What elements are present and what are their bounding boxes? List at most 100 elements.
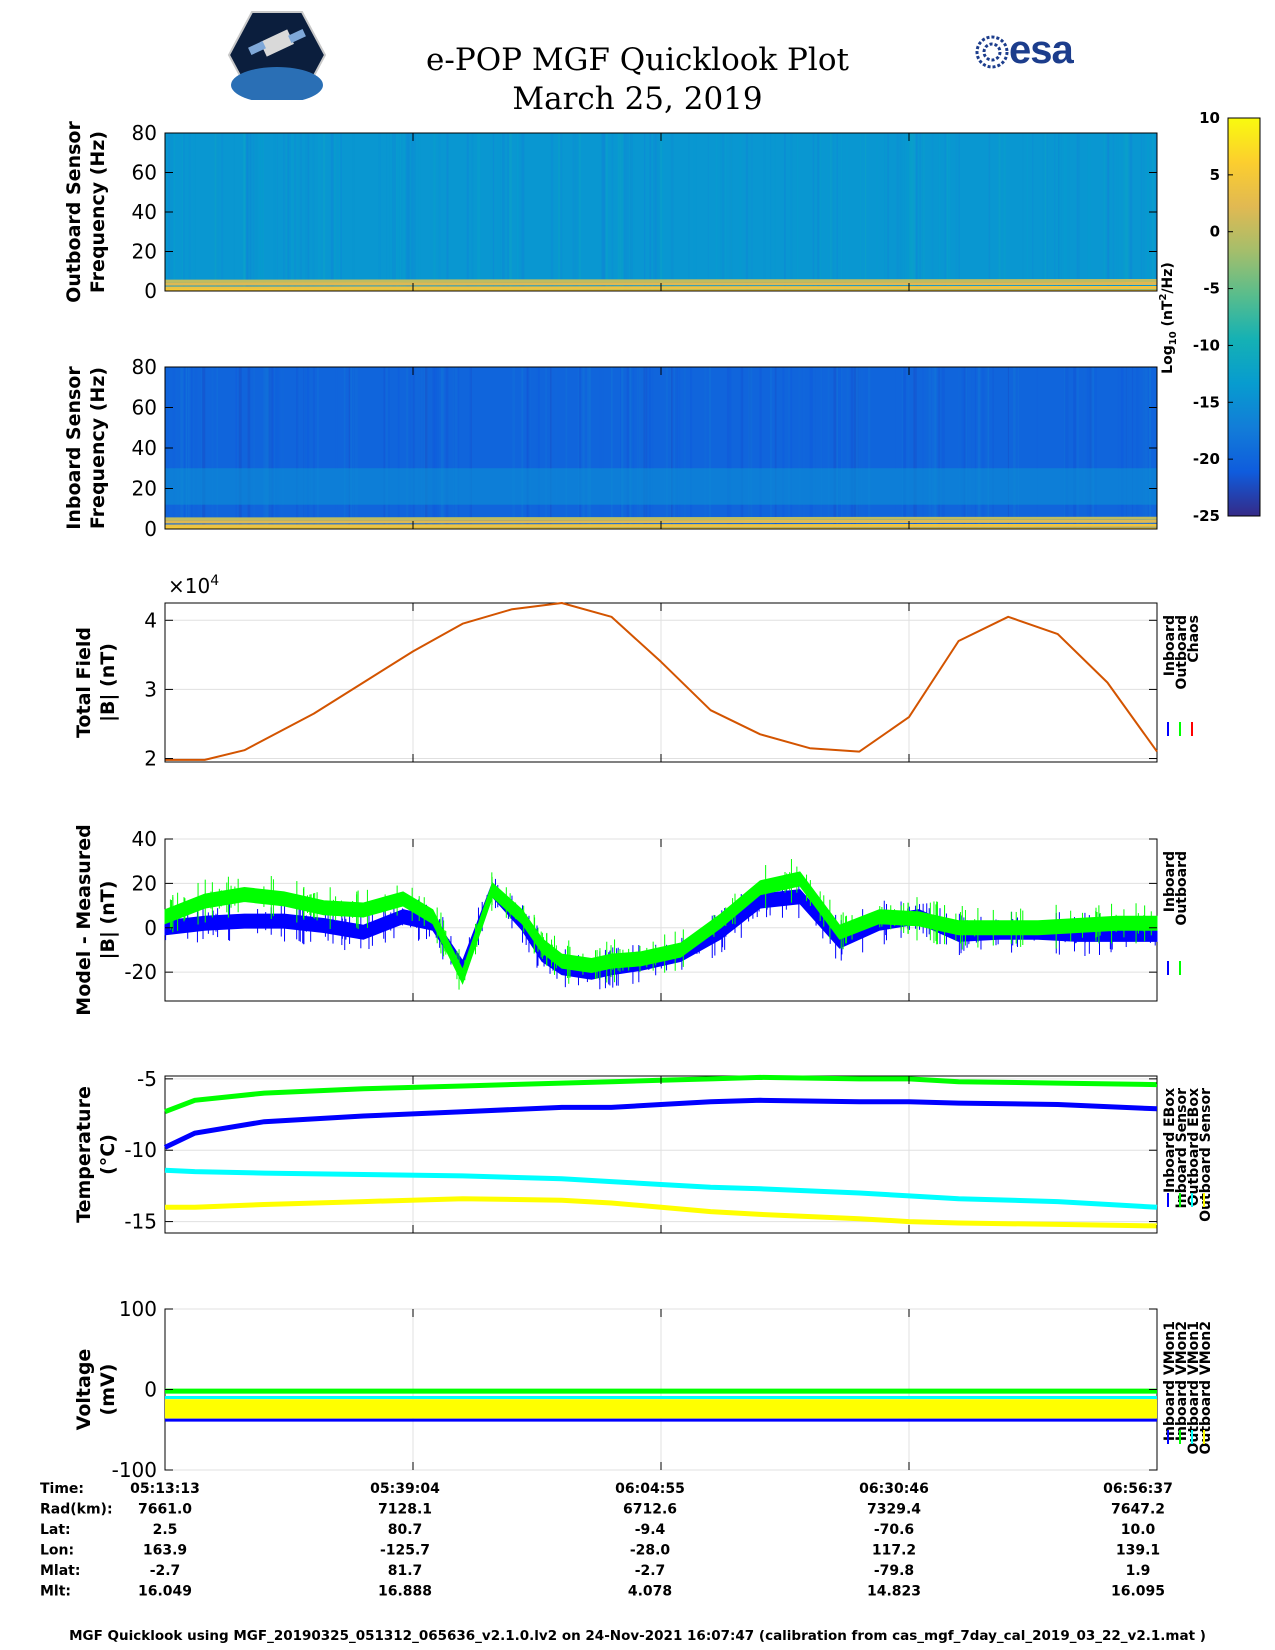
ephemeris-value: 7128.1 bbox=[378, 1502, 432, 1518]
y-tick-label: 60 bbox=[132, 161, 157, 185]
spectrogram-striation bbox=[649, 133, 652, 291]
spectrogram-striation bbox=[253, 367, 255, 529]
spectrogram-striation bbox=[536, 367, 538, 529]
spectrogram-striation bbox=[896, 133, 900, 291]
spectrogram-striation bbox=[1112, 133, 1115, 291]
spectrogram-striation bbox=[601, 133, 605, 291]
spectrogram-striation bbox=[865, 367, 868, 529]
ephemeris-value: 05:39:04 bbox=[370, 1481, 440, 1497]
y-axis-label: Voltage bbox=[73, 1349, 95, 1431]
ephemeris-row-label: Lat: bbox=[40, 1522, 71, 1538]
spectrogram-striation bbox=[938, 367, 940, 529]
spectrogram-striation bbox=[526, 367, 530, 529]
spectrogram-striation bbox=[931, 133, 934, 291]
cassiope-logo bbox=[227, 10, 327, 103]
spectrogram-striation bbox=[988, 133, 991, 291]
spectrogram-striation bbox=[1063, 133, 1067, 291]
spectrogram-striation bbox=[550, 367, 552, 529]
spectrogram-striation bbox=[855, 367, 859, 529]
spectrogram-striation bbox=[833, 367, 837, 529]
panel-voltage: 100 0 -100 Voltage (mV) Inboard VMon1Inboard … bbox=[73, 1297, 1214, 1482]
spectrogram-striation bbox=[726, 367, 730, 529]
spectrogram-striation bbox=[963, 367, 966, 529]
spectrogram-striation bbox=[1087, 133, 1091, 291]
spectrogram-striation bbox=[846, 367, 849, 529]
spectrogram-striation bbox=[670, 367, 673, 529]
y-axis-label: |B| (nT) bbox=[97, 881, 119, 960]
spectrogram-striation bbox=[624, 133, 627, 291]
y-tick-label: 20 bbox=[132, 477, 157, 501]
spectrogram-striation bbox=[987, 367, 990, 529]
spectrogram-striation bbox=[558, 133, 561, 291]
spectrogram-striation bbox=[974, 367, 977, 529]
spectrogram-striation bbox=[599, 367, 602, 529]
spectrogram-striation bbox=[1021, 133, 1024, 291]
spectrogram-striation bbox=[246, 133, 249, 291]
ephemeris-row-label: Mlat: bbox=[40, 1563, 80, 1579]
y-tick-label: 100 bbox=[119, 1297, 157, 1321]
y-tick-label: 40 bbox=[132, 827, 157, 851]
spectrogram-striation bbox=[331, 133, 334, 291]
spectrogram-striation bbox=[399, 133, 402, 291]
y-tick-label: 20 bbox=[132, 871, 157, 895]
spectrogram-striation bbox=[910, 133, 914, 291]
spectrogram-striation bbox=[249, 133, 252, 291]
spectrogram-striation bbox=[276, 367, 279, 529]
spectrogram-striation bbox=[836, 367, 838, 529]
ephemeris-value: 7329.4 bbox=[867, 1502, 921, 1518]
spectrogram-striation bbox=[1086, 367, 1090, 529]
series-line-outboard-ebox bbox=[164, 1167, 1158, 1210]
spectrogram-striation bbox=[724, 133, 727, 291]
spectrogram-striation bbox=[348, 367, 351, 529]
colorbar-gradient bbox=[1227, 117, 1261, 517]
spectrogram-striation bbox=[183, 133, 185, 291]
legend-label: Inboard VMon1 bbox=[1162, 1321, 1178, 1441]
spectrogram-striation bbox=[903, 367, 906, 529]
spectrogram-striation bbox=[631, 367, 635, 529]
spectrogram-striation bbox=[507, 133, 510, 291]
spectrogram-striation bbox=[915, 367, 917, 529]
spectrogram-striation bbox=[262, 133, 264, 291]
ephemeris-value: 81.7 bbox=[388, 1563, 423, 1579]
spectrogram-striation bbox=[405, 133, 407, 291]
spectrogram-striation bbox=[194, 367, 198, 529]
spectrogram-striation bbox=[750, 133, 753, 291]
spectrogram-striation bbox=[1013, 367, 1016, 529]
spectrogram-striation bbox=[770, 133, 772, 291]
plot-title: e-POP MGF Quicklook Plot bbox=[426, 42, 849, 78]
spectrogram-striation bbox=[651, 133, 653, 291]
spectrogram-striation bbox=[398, 133, 400, 291]
spectrogram-striation bbox=[313, 367, 315, 529]
spectrogram-striation bbox=[1046, 133, 1048, 291]
spectrogram-striation bbox=[260, 133, 264, 291]
spectrogram-striation bbox=[281, 367, 285, 529]
spectrogram-striation bbox=[244, 133, 246, 291]
legend-label: Outboard VMon1 bbox=[1186, 1321, 1202, 1455]
spectrogram-striation bbox=[291, 133, 294, 291]
y-axis-label: Frequency (Hz) bbox=[87, 367, 109, 529]
ephemeris-value: 06:30:46 bbox=[859, 1481, 929, 1497]
spectrogram-striation bbox=[958, 367, 961, 529]
spectrogram-striation bbox=[565, 367, 568, 529]
spectrogram-striation bbox=[798, 367, 801, 529]
spectrogram-striation bbox=[645, 367, 648, 529]
spectrogram-striation bbox=[626, 367, 629, 529]
y-axis-label: Model - Measured bbox=[73, 824, 95, 1015]
panel-total-field: 4 3 2 ×104 Total Field |B| (nT) InboardOutboar… bbox=[73, 573, 1202, 771]
spectrogram-striation bbox=[906, 133, 909, 291]
y-axis-label: (°C) bbox=[97, 1134, 119, 1175]
spectrogram-striation bbox=[1026, 133, 1028, 291]
spectrogram-striation bbox=[675, 367, 679, 529]
spectrogram-striation bbox=[247, 133, 249, 291]
spectrogram-striation bbox=[827, 367, 830, 529]
spectrogram-striation bbox=[352, 133, 355, 291]
spectrogram-striation bbox=[255, 133, 258, 291]
y-tick-label: 80 bbox=[132, 355, 157, 379]
series-line-inboard-ebox bbox=[163, 1097, 1158, 1150]
spectrogram-striation bbox=[235, 367, 237, 529]
ephemeris-value: 06:56:37 bbox=[1103, 1481, 1173, 1497]
legend-label: Outboard bbox=[1174, 615, 1190, 690]
spectrogram-striation bbox=[339, 133, 341, 291]
spectrogram-striation bbox=[516, 133, 520, 291]
spectrogram-striation bbox=[1078, 133, 1080, 291]
